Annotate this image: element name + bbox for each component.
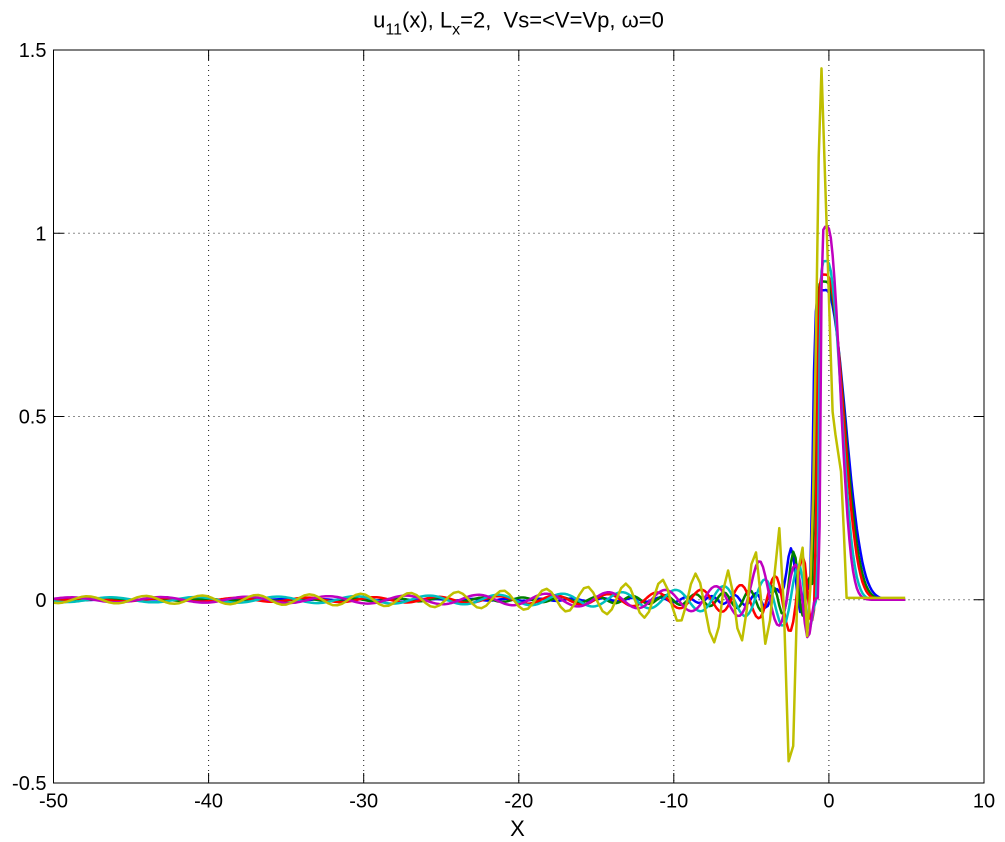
- svg-text:-10: -10: [659, 791, 688, 813]
- svg-text:-0.5: -0.5: [12, 773, 46, 795]
- svg-text:-40: -40: [194, 791, 223, 813]
- svg-text:X: X: [510, 816, 525, 841]
- svg-text:0: 0: [35, 590, 46, 612]
- svg-text:-20: -20: [504, 791, 533, 813]
- svg-text:1.5: 1.5: [19, 40, 47, 62]
- svg-text:-50: -50: [39, 791, 68, 813]
- svg-text:-30: -30: [349, 791, 378, 813]
- svg-text:10: 10: [973, 791, 995, 813]
- svg-text:0: 0: [823, 791, 834, 813]
- svg-text:0.5: 0.5: [19, 407, 47, 429]
- svg-text:1: 1: [35, 223, 46, 245]
